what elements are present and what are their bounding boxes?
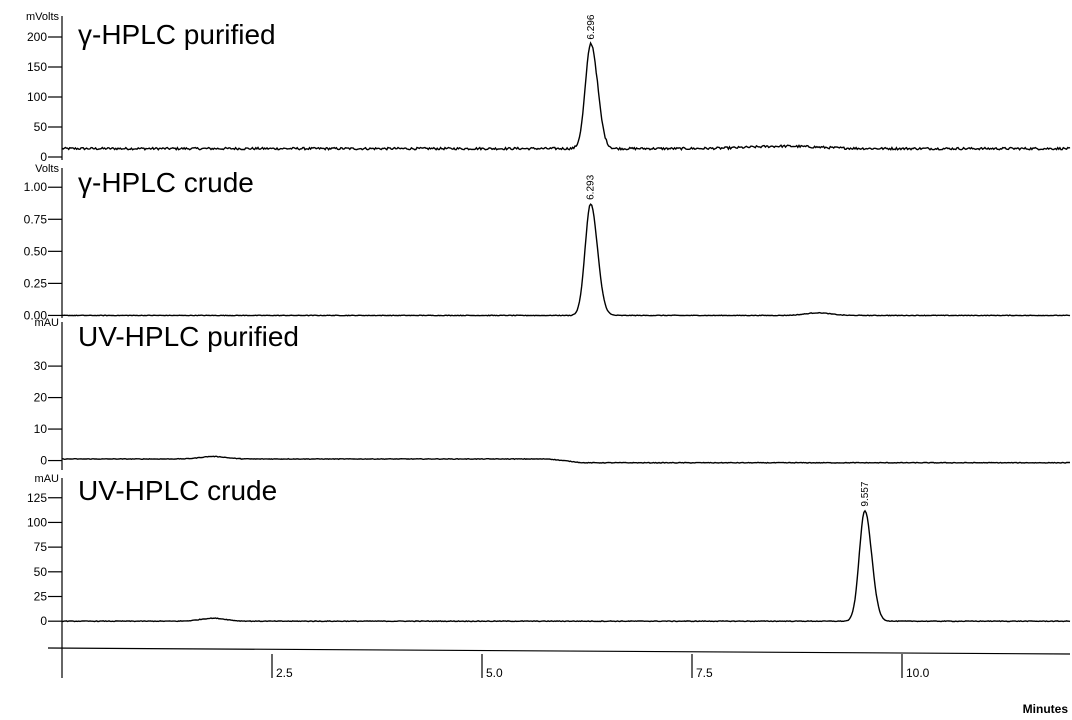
y-unit-label: mVolts xyxy=(26,11,60,23)
y-tick-label: 125 xyxy=(27,491,47,505)
panel-title: γ-HPLC purified xyxy=(78,19,276,50)
y-tick-label: 0.25 xyxy=(24,276,48,290)
trace-line xyxy=(61,41,1071,152)
panel-title: γ-HPLC crude xyxy=(78,167,254,198)
y-tick-label: 100 xyxy=(27,90,47,104)
y-tick-label: 150 xyxy=(27,60,47,74)
y-tick-label: 100 xyxy=(27,515,47,529)
trace-line xyxy=(61,509,1071,623)
panel-title: UV-HPLC purified xyxy=(78,321,299,352)
peak-label: 6.293 xyxy=(586,174,597,199)
y-tick-label: 25 xyxy=(34,590,48,604)
peak-label: 6.296 xyxy=(586,14,597,39)
y-tick-label: 0 xyxy=(40,454,47,468)
x-axis-line xyxy=(47,647,1071,655)
y-tick-label: 0.75 xyxy=(24,212,48,226)
y-tick-label: 20 xyxy=(34,391,48,405)
y-tick-label: 75 xyxy=(34,540,48,554)
x-tick-label: 7.5 xyxy=(696,666,713,680)
y-tick-label: 0.50 xyxy=(24,244,48,258)
trace-line xyxy=(61,455,1070,464)
peak-label: 9.557 xyxy=(860,481,871,506)
x-tick-label: 10.0 xyxy=(906,666,930,680)
x-tick-label: 5.0 xyxy=(486,666,503,680)
y-unit-label: mAU xyxy=(35,473,60,485)
x-axis-label: Minutes xyxy=(1023,702,1069,716)
y-tick-label: 0 xyxy=(40,150,47,164)
y-unit-label: mAU xyxy=(35,317,60,329)
panel-title: UV-HPLC crude xyxy=(78,475,277,506)
y-unit-label: Volts xyxy=(35,163,59,175)
y-tick-label: 50 xyxy=(34,565,48,579)
y-tick-label: 50 xyxy=(34,120,48,134)
x-tick-label: 2.5 xyxy=(276,666,293,680)
y-tick-label: 30 xyxy=(34,359,48,373)
y-tick-label: 0 xyxy=(40,614,47,628)
y-tick-label: 200 xyxy=(27,30,47,44)
y-tick-label: 1.00 xyxy=(24,180,48,194)
trace-line xyxy=(61,203,1071,317)
y-tick-label: 0.00 xyxy=(24,308,48,322)
y-tick-label: 10 xyxy=(34,422,48,436)
